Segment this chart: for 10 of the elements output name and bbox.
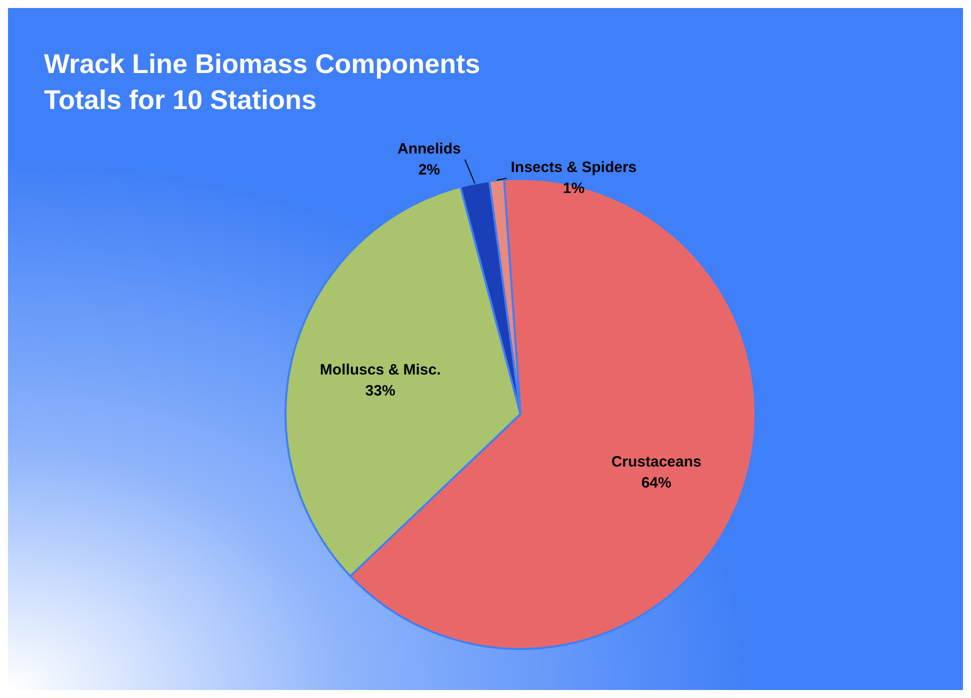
slice-label: Annelids [398, 140, 461, 158]
slice-label: Molluscs & Misc. [320, 361, 441, 378]
slice-label: Crustaceans [611, 454, 702, 471]
data-label: 2% [418, 161, 440, 178]
data-label: 64% [641, 474, 672, 492]
chart-subtitle: Totals for 10 Stations [44, 84, 318, 117]
slice-label: Insects & Spiders [510, 159, 637, 176]
chart-title: Wrack Line Biomass Components [44, 48, 480, 81]
data-label: 33% [365, 382, 396, 400]
data-label: 1% [562, 180, 585, 198]
